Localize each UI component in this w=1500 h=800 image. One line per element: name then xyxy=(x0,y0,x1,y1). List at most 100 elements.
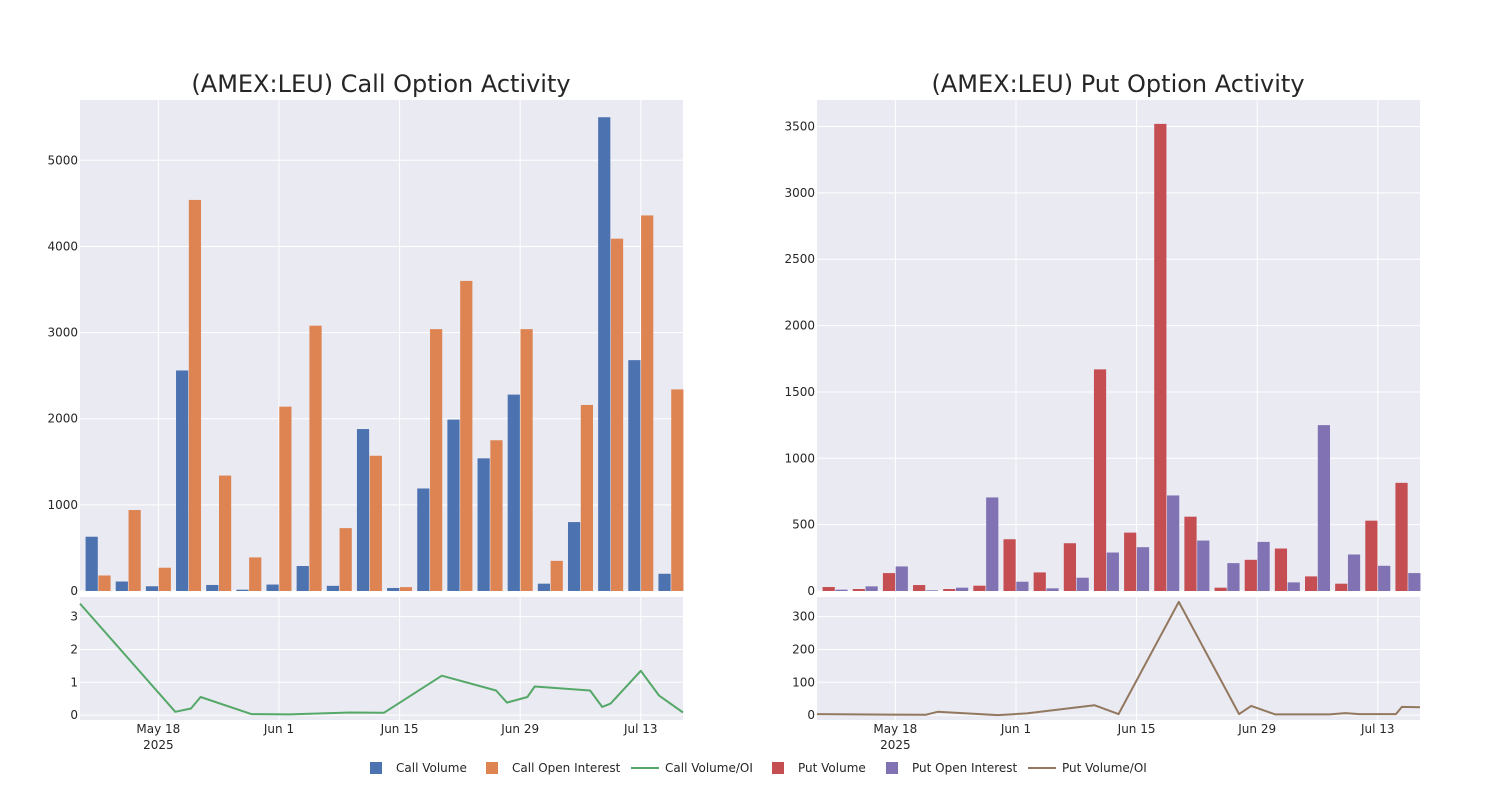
call-call-open-interest-bar xyxy=(369,455,382,591)
call-volume-oi-line xyxy=(79,602,684,716)
put-x-tick-label: May 18 xyxy=(873,722,917,736)
put-put-open-interest-bar xyxy=(1136,547,1150,591)
put-ratio-y-tick-label: 200 xyxy=(792,642,815,656)
legend-put-open-interest-swatch xyxy=(886,762,898,774)
put-ratio-y-tick-label: 0 xyxy=(807,708,815,722)
put-put-volume-bar xyxy=(1063,543,1076,591)
put-put-open-interest-bar xyxy=(835,589,848,591)
call-call-open-interest-bar xyxy=(339,528,352,591)
put-put-volume-bar xyxy=(1033,572,1046,591)
call-x-year-label: 2025 xyxy=(143,738,174,752)
put-put-open-interest-bar xyxy=(1287,582,1300,591)
call-call-volume-bar xyxy=(326,585,339,591)
put-bar-y-tick-label: 1500 xyxy=(784,385,815,399)
put-x-year-label: 2025 xyxy=(880,738,911,752)
call-call-volume-bar xyxy=(417,488,430,591)
call-call-volume-bar xyxy=(658,573,671,591)
put-put-open-interest-bar xyxy=(1197,540,1210,591)
call-ratio-y-tick-label: 2 xyxy=(70,642,78,656)
call-bar-y-tick-label: 2000 xyxy=(47,412,78,426)
put-put-open-interest-bar xyxy=(1408,573,1421,591)
put-put-volume-bar xyxy=(1154,123,1167,592)
call-x-tick-label: Jun 15 xyxy=(380,722,419,736)
put-put-open-interest-bar xyxy=(1046,588,1059,591)
call-call-volume-bar xyxy=(537,583,551,591)
legend-call-volume-label: Call Volume xyxy=(396,761,467,775)
call-call-volume-bar xyxy=(236,589,249,591)
call-call-open-interest-bar xyxy=(580,404,593,591)
put-bar-y-tick-label: 3500 xyxy=(784,120,815,134)
put-x-tick-label: Jun 1 xyxy=(1000,722,1031,736)
put-put-open-interest-bar xyxy=(1257,541,1270,591)
put-x-tick-label: Jun 29 xyxy=(1237,722,1276,736)
call-call-volume-bar xyxy=(115,581,128,591)
call-call-volume-bar xyxy=(85,536,98,591)
put-bar-y-tick-label: 2000 xyxy=(784,319,815,333)
call-call-open-interest-bar xyxy=(550,560,563,591)
legend-call-open-interest-swatch xyxy=(486,762,498,774)
legend: Call Volume Call Open Interest Call Volume… xyxy=(370,761,1147,775)
put-put-open-interest-bar xyxy=(1076,577,1089,591)
call-call-open-interest-bar xyxy=(279,406,292,591)
call-call-volume-bar xyxy=(296,566,309,591)
put-put-volume-bar xyxy=(1335,583,1348,591)
put-x-tick-label: Jul 13 xyxy=(1360,722,1395,736)
call-call-open-interest-bar xyxy=(641,215,654,591)
call-bar-y-tick-label: 3000 xyxy=(47,326,78,340)
put-ratio-y-tick-label: 100 xyxy=(792,675,815,689)
call-call-volume-bar xyxy=(145,586,159,591)
call-call-volume-bar xyxy=(206,584,219,591)
put-put-volume-bar xyxy=(1395,482,1408,591)
legend-call-volume-swatch xyxy=(370,762,382,774)
put-put-open-interest-bar xyxy=(1167,495,1180,591)
legend-put-volume-oi-label: Put Volume/OI xyxy=(1062,761,1147,775)
call-call-volume-bar xyxy=(356,429,370,591)
call-call-open-interest-bar xyxy=(399,587,413,591)
put-put-volume-bar xyxy=(1274,548,1288,591)
call-call-volume-bar xyxy=(598,117,611,591)
put-ratio-y-tick-label: 300 xyxy=(792,610,815,624)
put-put-open-interest-bar xyxy=(865,586,878,591)
put-put-open-interest-bar xyxy=(895,566,908,591)
put-put-volume-bar xyxy=(943,589,956,591)
put-bar-y-tick-label: 3000 xyxy=(784,186,815,200)
call-bar-y-tick-label: 1000 xyxy=(47,498,78,512)
put-put-open-interest-bar xyxy=(1347,554,1361,591)
legend-put-open-interest-label: Put Open Interest xyxy=(912,761,1018,775)
call-call-open-interest-bar xyxy=(188,199,202,592)
call-x-tick-label: May 18 xyxy=(136,722,180,736)
put-put-open-interest-bar xyxy=(1227,563,1240,591)
put-ratio-plot-area xyxy=(817,597,1420,720)
call-call-volume-bar xyxy=(447,419,460,591)
put-put-open-interest-bar xyxy=(1317,425,1330,591)
put-option-panel: (AMEX:LEU) Put Option Activity0500100015… xyxy=(784,70,1421,752)
put-bar-y-tick-label: 2500 xyxy=(784,252,815,266)
call-call-volume-bar xyxy=(567,522,581,591)
call-x-tick-label: Jul 13 xyxy=(623,722,658,736)
call-call-open-interest-bar xyxy=(98,575,111,591)
call-call-open-interest-bar xyxy=(460,280,473,591)
call-x-tick-label: Jun 1 xyxy=(263,722,294,736)
call-call-open-interest-bar xyxy=(490,440,503,591)
call-ratio-y-tick-label: 0 xyxy=(70,708,78,722)
call-call-open-interest-bar xyxy=(671,389,684,591)
call-call-open-interest-bar xyxy=(158,567,171,591)
call-bar-y-tick-label: 4000 xyxy=(47,239,78,253)
put-put-open-interest-bar xyxy=(1378,565,1391,591)
put-put-volume-bar xyxy=(1184,516,1197,591)
put-put-volume-bar xyxy=(913,585,926,591)
put-put-volume-bar xyxy=(882,573,896,591)
call-bar-y-tick-label: 5000 xyxy=(47,153,78,167)
call-call-open-interest-bar xyxy=(430,329,443,591)
call-call-volume-bar xyxy=(266,584,279,591)
legend-put-volume-label: Put Volume xyxy=(798,761,866,775)
call-call-open-interest-bar xyxy=(128,510,141,591)
call-ratio-plot-area xyxy=(80,597,683,720)
call-ratio-y-tick-label: 1 xyxy=(70,675,78,689)
call-ratio-y-tick-label: 3 xyxy=(70,610,78,624)
put-put-open-interest-bar xyxy=(1016,581,1029,591)
call-call-volume-bar xyxy=(477,458,490,591)
put-bar-y-tick-label: 500 xyxy=(792,518,815,532)
call-call-volume-bar xyxy=(387,587,400,591)
call-call-volume-bar xyxy=(176,370,189,591)
